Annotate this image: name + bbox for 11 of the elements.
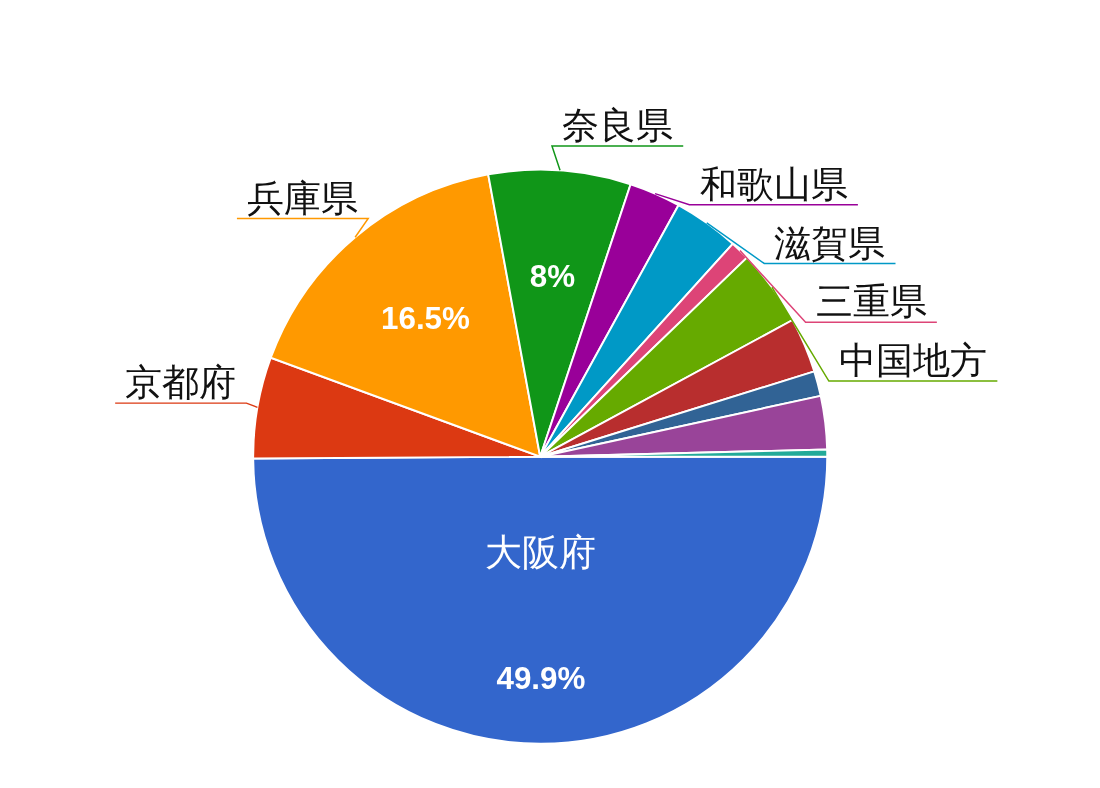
slice-label: 大阪府 (485, 529, 597, 574)
data-label: 8% (529, 259, 576, 295)
slice-label: 京都府 (125, 360, 237, 405)
slice-label: 滋賀県 (774, 220, 886, 265)
slice-label: 三重県 (815, 279, 927, 324)
slice-label: 和歌山県 (699, 161, 848, 206)
data-label: 49.9% (496, 660, 586, 696)
slice-label: 中国地方 (839, 338, 988, 383)
slice-label: 兵庫県 (247, 175, 359, 220)
data-label: 16.5% (381, 300, 471, 336)
slice-label: 奈良県 (562, 103, 674, 148)
